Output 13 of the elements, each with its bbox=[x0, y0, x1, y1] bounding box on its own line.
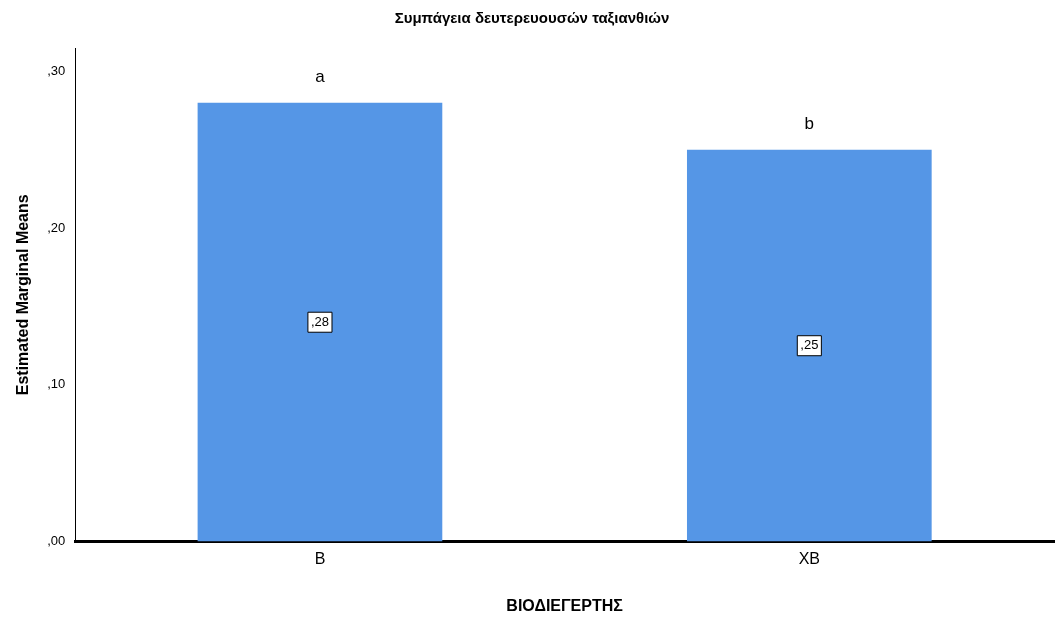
y-tick-label: ,10 bbox=[47, 376, 66, 392]
chart-title: Συμπάγεια δευτερευουσών ταξιανθιών bbox=[394, 9, 670, 27]
y-tick-label: ,20 bbox=[47, 219, 66, 235]
annotation: b bbox=[804, 113, 815, 133]
y-tick-label: ,00 bbox=[47, 533, 66, 549]
data-label: ,25 bbox=[800, 337, 819, 353]
y-tick-label: ,30 bbox=[47, 63, 66, 79]
x-axis-title: ΒΙΟΔΙΕΓΕΡΤΗΣ bbox=[506, 596, 624, 614]
x-tick-label: XB bbox=[798, 549, 820, 567]
data-label: ,28 bbox=[310, 313, 329, 329]
y-axis-title: Estimated Marginal Means bbox=[14, 194, 32, 396]
x-tick-label: B bbox=[314, 549, 326, 567]
annotation: a bbox=[315, 66, 326, 86]
